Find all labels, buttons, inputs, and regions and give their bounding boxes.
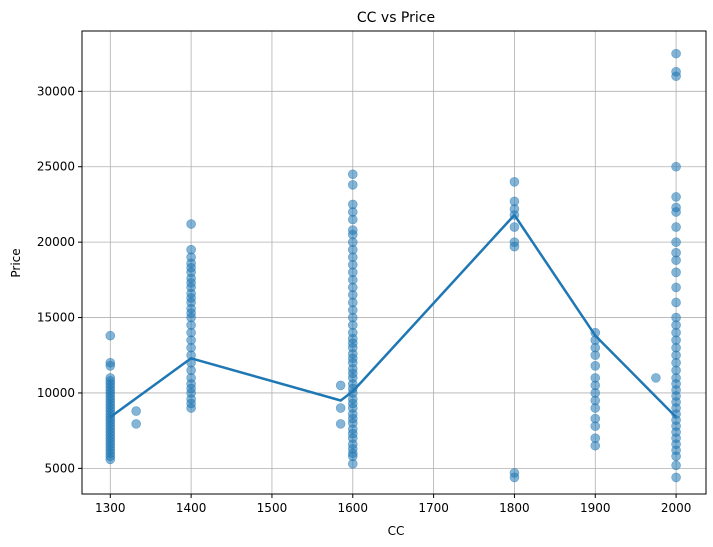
scatter-point xyxy=(347,180,358,190)
y-tick-label: 10000 xyxy=(37,386,75,400)
scatter-point xyxy=(509,468,520,478)
scatter-point xyxy=(590,433,601,443)
scatter-point xyxy=(335,403,346,413)
x-tick-label: 1500 xyxy=(257,501,288,515)
scatter-point xyxy=(347,199,358,210)
x-tick-label: 1400 xyxy=(176,501,207,515)
scatter-point xyxy=(671,202,681,213)
x-tick-label: 1600 xyxy=(338,501,369,515)
grid-lines xyxy=(82,31,706,494)
y-tick-label: 25000 xyxy=(37,160,75,174)
scatter-point xyxy=(671,312,681,323)
x-tick-label: 1300 xyxy=(95,501,126,515)
scatter-point xyxy=(509,222,520,232)
scatter-point xyxy=(131,406,141,416)
y-axis-label: Price xyxy=(9,248,23,277)
scatter-point xyxy=(671,460,681,471)
x-tick-label: 1900 xyxy=(580,501,611,515)
scatter-point xyxy=(347,169,358,180)
scatter-point xyxy=(509,177,520,187)
scatter-point xyxy=(590,373,601,383)
scatter-point xyxy=(671,267,681,278)
scatter-point xyxy=(335,380,346,391)
y-axis-ticks: 5000 10000 15000 20000 25000 30000 xyxy=(37,84,82,475)
scatter-point xyxy=(186,219,196,229)
scatter-point xyxy=(335,419,346,429)
scatter-point xyxy=(671,48,681,59)
scatter-point xyxy=(509,237,520,247)
scatter-point xyxy=(671,472,681,483)
trend-line xyxy=(109,213,677,419)
scatter-point xyxy=(131,419,141,429)
scatter-point xyxy=(186,244,196,255)
x-tick-label: 1700 xyxy=(418,501,449,515)
y-tick-label: 30000 xyxy=(37,84,75,98)
scatter-point xyxy=(105,373,116,383)
scatter-point xyxy=(651,373,661,383)
y-tick-label: 5000 xyxy=(44,461,75,475)
x-axis-ticks: 1300 1400 1500 1600 1700 1800 1900 2000 xyxy=(95,494,691,515)
scatter-point xyxy=(347,225,358,235)
scatter-point xyxy=(105,357,116,368)
scatter-point xyxy=(105,330,116,341)
x-tick-label: 2000 xyxy=(661,501,692,515)
scatter-point xyxy=(671,282,681,293)
scatter-point xyxy=(671,222,681,232)
scatter-point xyxy=(671,297,681,308)
chart-title: CC vs Price xyxy=(357,10,435,26)
x-axis-label: CC xyxy=(388,524,405,538)
scatter-point xyxy=(671,247,681,258)
plot-frame xyxy=(81,30,707,495)
scatter-point xyxy=(671,192,681,202)
scatter-point xyxy=(671,237,681,247)
scatter-point xyxy=(671,66,681,77)
trend-line-group xyxy=(109,213,677,419)
y-tick-label: 20000 xyxy=(37,235,75,249)
scatter-point xyxy=(590,413,601,424)
x-tick-label: 1800 xyxy=(499,501,530,515)
scatter-points xyxy=(105,48,681,483)
y-tick-label: 15000 xyxy=(37,311,75,325)
scatter-point xyxy=(509,196,520,207)
scatter-point xyxy=(671,161,681,172)
scatter-point xyxy=(590,361,601,371)
